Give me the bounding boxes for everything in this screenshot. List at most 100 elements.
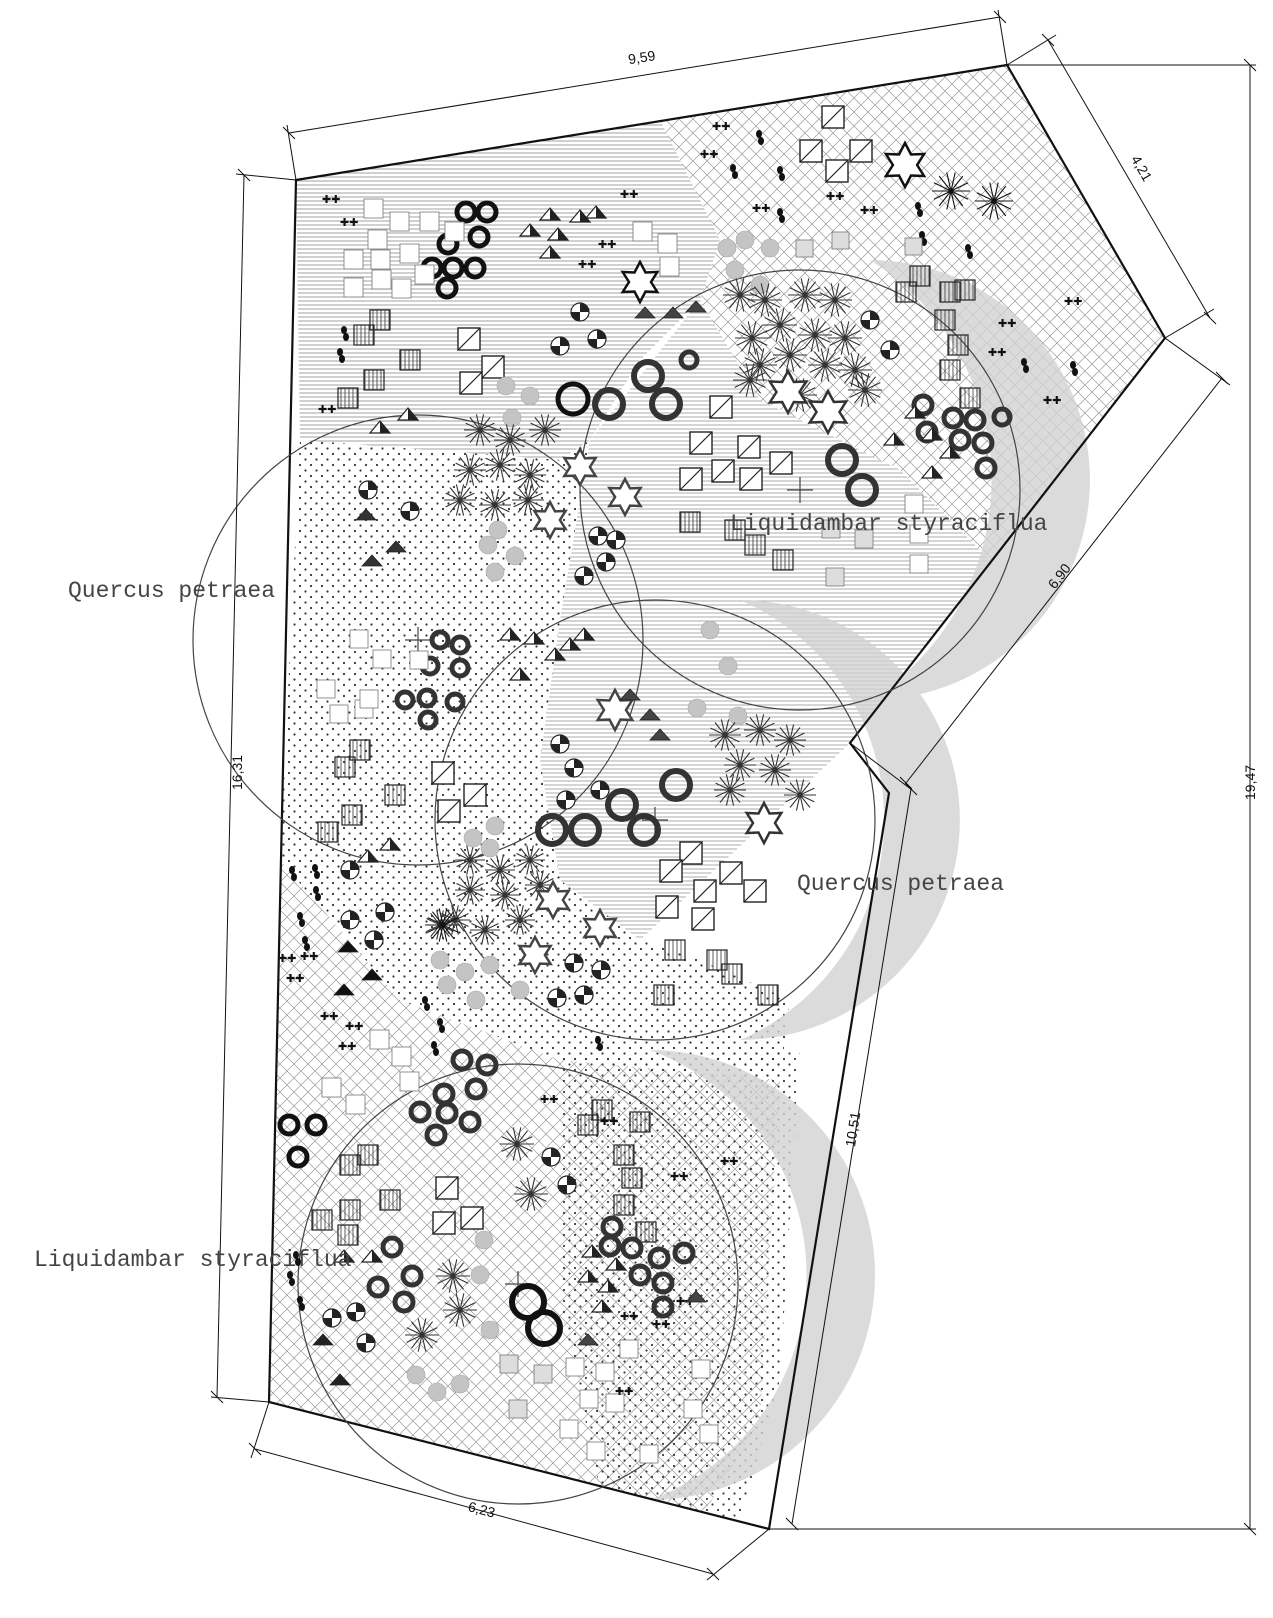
- perennial-symbol: [478, 535, 498, 555]
- groundcover-square-symbol: [399, 1071, 420, 1092]
- perennial-symbol: [510, 980, 530, 1000]
- half-triangle-fill: [558, 228, 568, 240]
- ring-shrub-symbol: [475, 200, 499, 224]
- diagonal-box-line: [711, 459, 735, 483]
- quadrant-circle-fill: [323, 1309, 341, 1327]
- perennial-symbol: [717, 238, 737, 258]
- spiky-grass-symbol: [505, 905, 535, 935]
- bean-symbol: [299, 919, 305, 927]
- dimension-lines: [210, 9, 1257, 1581]
- diagonal-box-line: [743, 879, 767, 903]
- bean-symbol: [917, 209, 923, 217]
- diagonal-box-line: [693, 879, 717, 903]
- ring-shrub-symbol: [627, 813, 661, 847]
- cross-symbol: ✚✚: [578, 258, 596, 271]
- groundcover-square-symbol: [619, 1339, 639, 1359]
- diagonal-box-line: [849, 139, 873, 163]
- triangle-symbol: [685, 300, 707, 313]
- bean-symbol: [1023, 365, 1029, 373]
- perennial-symbol: [466, 990, 486, 1010]
- ring-shrub-symbol: [429, 629, 451, 651]
- diagonal-box-line: [821, 105, 845, 129]
- groundcover-square-symbol: [414, 264, 435, 285]
- groundcover-square-symbol: [579, 1389, 599, 1409]
- grass-box-symbol: [629, 1111, 651, 1133]
- grass-box-symbol: [757, 984, 779, 1006]
- cross-symbol: ✚✚: [1064, 295, 1082, 308]
- triangle-symbol: [685, 1290, 707, 1303]
- ring-shrub-symbol: [825, 443, 859, 477]
- canopy-liquidambar-top: [579, 269, 1021, 711]
- quadrant-circle-fill: [341, 911, 359, 929]
- quadrant-circle-fill: [542, 1148, 560, 1166]
- half-triangle-fill: [608, 1280, 618, 1292]
- quadrant-circle-fill: [357, 1334, 375, 1352]
- bean-symbol: [422, 996, 428, 1004]
- label-quercus-left: Quercus petraea: [68, 578, 275, 604]
- perennial-symbol: [406, 1365, 426, 1385]
- bean-symbol: [439, 1025, 445, 1033]
- diagonal-box-line: [679, 467, 703, 491]
- spiky-grass-symbol: [500, 1127, 534, 1161]
- ring-shrub-symbol: [450, 1048, 474, 1072]
- cross-symbol: ✚✚: [1043, 394, 1061, 407]
- cross-symbol: ✚✚: [318, 403, 336, 416]
- spiky-grass-symbol: [723, 278, 757, 312]
- grass-box-symbol: [613, 1194, 635, 1216]
- spiky-grass-symbol: [828, 321, 862, 355]
- ring-shrub-symbol: [454, 200, 478, 224]
- groundcover-square-symbol: [605, 1393, 625, 1413]
- cross-symbol: ✚✚: [615, 1385, 633, 1398]
- diagonal-box-line: [457, 327, 481, 351]
- grass-box-symbol: [635, 1221, 657, 1243]
- perennial-symbol: [496, 376, 516, 396]
- dimension-overall-height: 19,47: [1242, 765, 1258, 800]
- bean-symbol: [297, 912, 303, 920]
- grass-box-symbol: [339, 1199, 361, 1221]
- groundcover-square-symbol: [391, 1046, 412, 1067]
- groundcover-square-symbol: [363, 198, 384, 219]
- spiky-grass-symbol: [808, 348, 842, 382]
- spiky-grass-symbol: [470, 915, 500, 945]
- diagonal-box-line: [769, 451, 793, 475]
- half-triangle-fill: [510, 628, 520, 640]
- quadrant-circle-fill: [575, 567, 593, 585]
- cross-symbol: ✚✚: [540, 1093, 558, 1106]
- half-triangle-fill: [602, 1300, 612, 1312]
- dimension-lower-right: 10,51: [842, 1110, 863, 1147]
- perennial-symbol: [455, 962, 475, 982]
- cross-symbol: ✚✚: [826, 190, 844, 203]
- cross-symbol: ✚✚: [278, 952, 296, 965]
- spiky-grass-symbol: [443, 1293, 477, 1327]
- half-triangle-fill: [588, 1270, 598, 1282]
- ring-shrub-symbol: [444, 691, 466, 713]
- ring-shrub-symbol: [277, 1113, 301, 1137]
- spiky-grass-symbol: [485, 855, 515, 885]
- bean-symbol: [341, 326, 347, 334]
- triangle-symbol: [385, 540, 407, 553]
- perennial-symbol: [488, 520, 508, 540]
- ring-shrub-symbol: [449, 657, 471, 679]
- half-triangle-fill: [380, 421, 390, 433]
- bean-symbol: [314, 871, 320, 879]
- groundcover-square-symbol: [409, 650, 429, 670]
- bean-symbol: [597, 1043, 603, 1051]
- ring-shrub-symbol: [971, 431, 995, 455]
- half-triangle-fill: [408, 408, 418, 420]
- ring-shrub-symbol: [525, 1309, 563, 1347]
- grass-box-symbol: [939, 359, 961, 381]
- cross-symbol: ✚✚: [320, 1010, 338, 1023]
- triangle-symbol: [329, 1373, 351, 1386]
- cross-symbol: ✚✚: [620, 1310, 638, 1323]
- quadrant-circle-fill: [591, 781, 609, 799]
- groundcover-square-symbol: [904, 237, 923, 256]
- cross-symbol: ✚✚: [345, 1020, 363, 1033]
- bean-symbol: [297, 1296, 303, 1304]
- lawn-hatch-zone: [296, 120, 720, 460]
- perennial-symbol: [687, 698, 707, 718]
- perennial-symbol: [760, 238, 780, 258]
- spiky-grass-symbol: [774, 724, 806, 756]
- diagonal-box-line: [825, 159, 849, 183]
- spiky-grass-symbol: [444, 484, 476, 516]
- diagonal-box-line: [719, 861, 743, 885]
